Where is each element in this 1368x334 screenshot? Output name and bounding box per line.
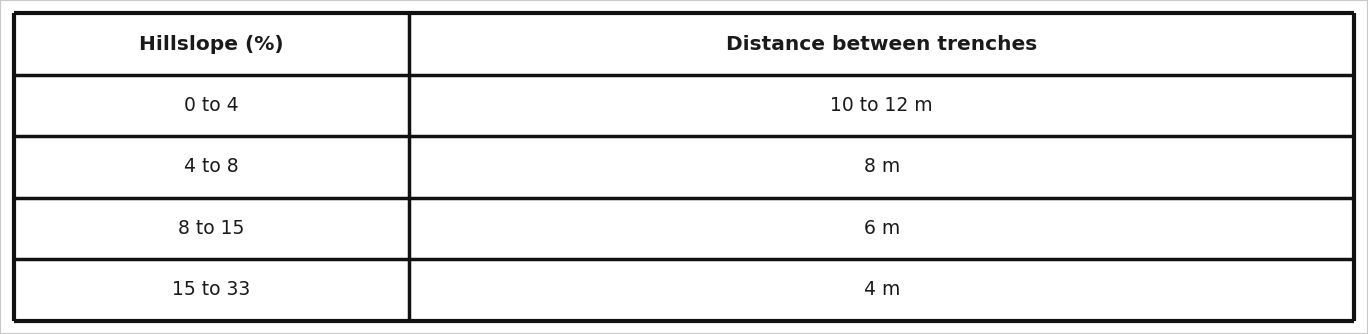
Text: 10 to 12 m: 10 to 12 m [830,96,933,115]
Text: 4 m: 4 m [863,281,900,299]
Bar [14,75,409,136]
Text: 0 to 4: 0 to 4 [185,96,239,115]
Text: 6 m: 6 m [863,219,900,238]
Text: Hillslope (%): Hillslope (%) [140,35,283,53]
Bar [14,136,409,198]
Text: 4 to 8: 4 to 8 [185,158,239,176]
Text: 15 to 33: 15 to 33 [172,281,250,299]
Bar [409,259,1354,321]
Bar [14,259,409,321]
Bar [409,198,1354,259]
Text: 8 m: 8 m [863,158,900,176]
Bar [14,198,409,259]
Bar [409,136,1354,198]
Text: 8 to 15: 8 to 15 [178,219,245,238]
Text: Distance between trenches: Distance between trenches [726,35,1037,53]
Bar [409,75,1354,136]
Bar [409,13,1354,75]
Bar [14,13,409,75]
